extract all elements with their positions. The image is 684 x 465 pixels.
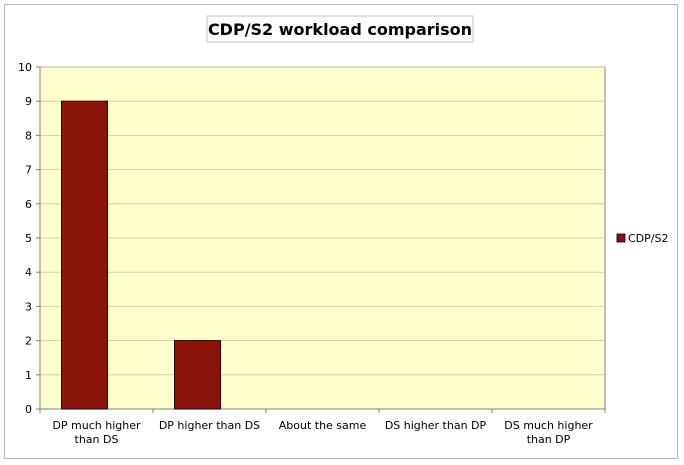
legend-swatch (616, 233, 626, 243)
x-category-label: than DS (75, 433, 119, 446)
y-tick-label: 7 (25, 164, 32, 177)
x-category-label: DP higher than DS (159, 419, 260, 432)
x-category-label: than DP (527, 433, 571, 446)
legend-box (611, 227, 677, 249)
x-category-label: About the same (279, 419, 367, 432)
chart-title: CDP/S2 workload comparison (208, 20, 472, 39)
y-tick-label: 2 (25, 335, 32, 348)
y-tick-label: 6 (25, 198, 32, 211)
bar (61, 100, 108, 410)
y-tick-label: 1 (25, 369, 32, 382)
y-tick-label: 9 (25, 95, 32, 108)
y-tick-label: 10 (18, 61, 32, 74)
y-tick-label: 5 (25, 232, 32, 245)
y-tick-label: 0 (25, 403, 32, 416)
y-tick-label: 3 (25, 300, 32, 313)
legend-label: CDP/S2 (628, 232, 668, 245)
x-category-label: DS much higher (504, 419, 593, 432)
y-tick-label: 8 (25, 129, 32, 142)
x-category-label: DS higher than DP (385, 419, 487, 432)
x-category-label: DP much higher (52, 419, 141, 432)
chart-title-box (206, 15, 474, 43)
y-tick-label: 4 (25, 266, 32, 279)
legend: CDP/S2 (611, 227, 677, 249)
bar (174, 340, 221, 410)
